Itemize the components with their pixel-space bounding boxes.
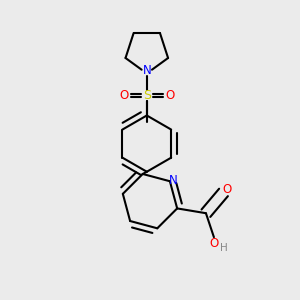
Text: O: O: [223, 183, 232, 196]
Text: H: H: [220, 243, 228, 254]
Text: O: O: [119, 89, 128, 102]
Text: N: N: [142, 64, 151, 76]
Text: O: O: [209, 237, 218, 250]
Text: O: O: [165, 89, 174, 102]
Text: S: S: [143, 89, 151, 102]
Text: N: N: [169, 174, 178, 187]
